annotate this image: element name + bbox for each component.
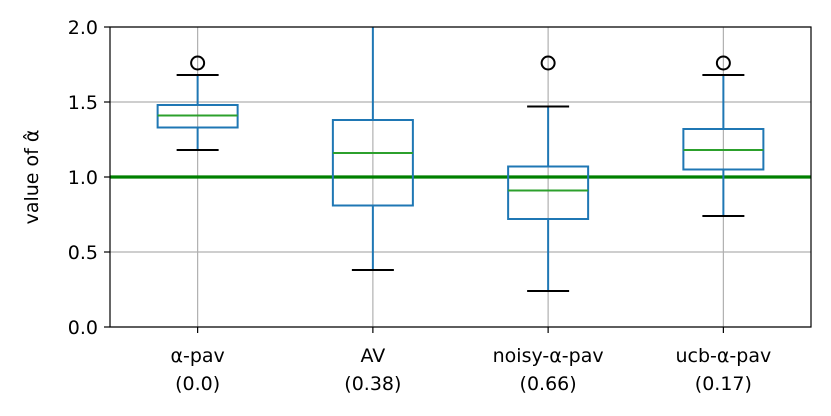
box-group-1 xyxy=(331,27,414,271)
y-tick-label: 0.5 xyxy=(68,242,98,264)
x-tick-sublabel: (0.17) xyxy=(695,373,752,395)
x-tick-sublabel: (0.0) xyxy=(175,373,220,395)
y-axis-label: value of α̂ xyxy=(21,130,43,225)
iqr-box xyxy=(507,165,590,220)
outlier-point xyxy=(190,55,206,71)
outlier-point xyxy=(540,55,556,71)
x-tick-label: α-pav xyxy=(170,345,224,367)
x-tick-label: AV xyxy=(360,345,385,367)
y-tick-label: 1.5 xyxy=(68,92,98,114)
box-group-3 xyxy=(682,55,765,217)
x-tick-label: ucb-α-pav xyxy=(676,345,772,367)
outlier-point xyxy=(715,55,731,71)
x-tick-sublabel: (0.66) xyxy=(520,373,577,395)
box-group-2 xyxy=(507,55,590,292)
box-group-0 xyxy=(156,55,239,151)
y-tick-label: 0.0 xyxy=(68,317,98,339)
x-tick-label: noisy-α-pav xyxy=(493,345,604,367)
axis-layer: 0.0 0.5 1.0 1.5 2.0 α-pav (0.0) AV (0.38) noisy-α… xyxy=(68,17,771,395)
iqr-box xyxy=(331,119,414,207)
y-tick-label: 2.0 xyxy=(68,17,98,39)
x-tick-sublabel: (0.38) xyxy=(344,373,401,395)
box-layer xyxy=(156,27,765,292)
y-tick-label: 1.0 xyxy=(68,167,98,189)
